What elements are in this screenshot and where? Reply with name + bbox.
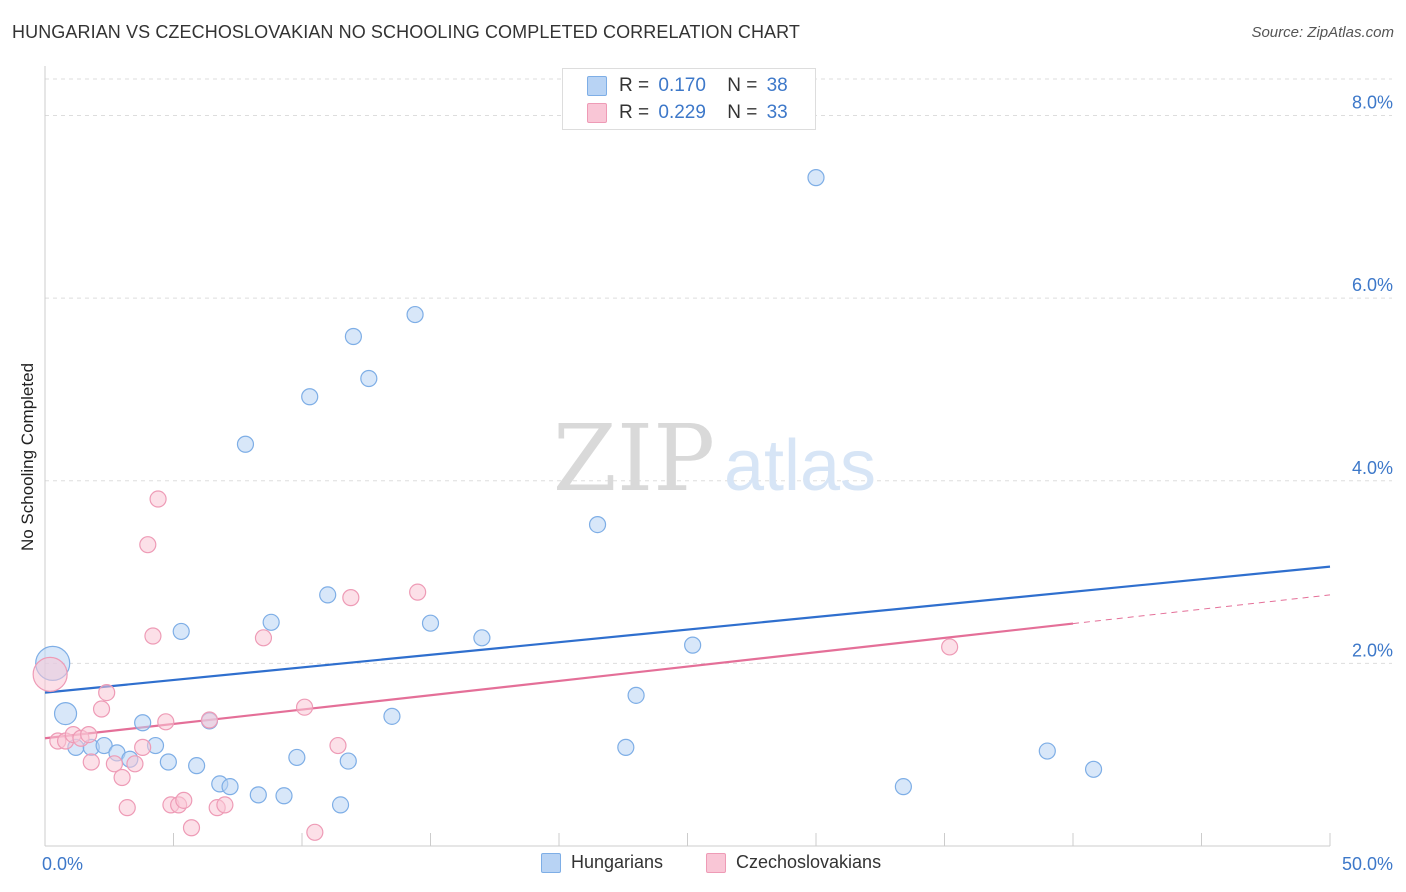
x-tick-label-min: 0.0% (42, 854, 83, 874)
gridlines (45, 78, 1392, 664)
czechoslovakian-point (98, 683, 116, 702)
hungarian-point (319, 586, 337, 604)
czechoslovakian-point (157, 713, 175, 731)
x-tick-label-max: 50.0% (1342, 854, 1393, 874)
r-value: 0.229 (658, 102, 706, 123)
axes (44, 66, 1331, 847)
czechoslovakian-point (409, 583, 427, 601)
axis-tick-labels: 2.0% 4.0% 6.0% 8.0% 0.0% 50.0% (42, 93, 1393, 874)
hungarian-point (172, 622, 190, 641)
czechoslovakian-point (342, 589, 360, 607)
legend-text-hungarians: R = 0.170 N = 38 (619, 75, 788, 97)
hungarian-point (331, 796, 350, 814)
czechoslovakian-point (329, 736, 347, 755)
watermark-zip: ZIP (553, 405, 715, 512)
czechoslovakian-point (82, 753, 100, 771)
czechoslovakian-point (254, 629, 273, 647)
hungarian-point (1038, 742, 1056, 760)
legend-swatch-pink (706, 852, 726, 873)
watermark: ZIP atlas (553, 405, 876, 512)
hungarian-point (134, 714, 152, 732)
czechoslovakian-point (118, 799, 136, 817)
chart-title: HUNGARIAN VS CZECHOSLOVAKIAN NO SCHOOLIN… (12, 22, 801, 42)
n-value: 33 (766, 102, 788, 123)
hungarian-point (53, 702, 78, 726)
series-legend: Hungarians Czechoslovakians (0, 852, 1406, 876)
czechoslovakian-point (92, 700, 111, 718)
hungarian-point (421, 614, 440, 632)
n-label: N = (727, 102, 758, 123)
hungarian-point (473, 629, 491, 647)
hungarian-point (383, 707, 401, 725)
hungarian-point (301, 388, 319, 406)
r-value: 0.170 (658, 75, 706, 96)
y-tick-label: 4.0% (1352, 458, 1393, 478)
czechoslovakian-point (32, 656, 68, 692)
hungarian-point (807, 169, 825, 187)
czechoslovakian-trend-extension (1072, 594, 1331, 625)
legend-swatch-blue (541, 852, 561, 873)
czechoslovakian-point (134, 738, 152, 756)
czechoslovakian-point (216, 796, 234, 814)
r-label: R = (619, 102, 650, 123)
hungarian-point (684, 636, 702, 654)
y-tick-label: 8.0% (1352, 93, 1393, 113)
hungarian-point (95, 736, 113, 755)
legend-label-czechoslovakians: Czechoslovakians (736, 852, 882, 872)
czechoslovakian-point (295, 698, 314, 716)
watermark-atlas: atlas (724, 426, 876, 506)
y-tick-label: 2.0% (1352, 640, 1393, 660)
czechoslovakian-point (200, 711, 219, 729)
legend-item-hungarians[interactable]: Hungarians (541, 852, 663, 873)
czechoslovakian-point (306, 823, 324, 841)
n-label: N = (727, 75, 758, 96)
hungarian-point (1084, 760, 1103, 778)
hungarian-point (159, 753, 177, 771)
source-label: Source: ZipAtlas.com (1251, 24, 1394, 41)
hungarian-point (339, 752, 357, 770)
hungarian-point (617, 738, 635, 756)
czechoslovakian-point (941, 638, 959, 656)
czechoslovakian-point (175, 791, 193, 809)
trend-lines (44, 565, 1331, 740)
czechoslovakian-point (139, 536, 157, 554)
czechoslovakian-trend-line (44, 622, 1074, 740)
hungarian-trend-line (44, 565, 1331, 694)
czechoslovakian-point (144, 627, 162, 645)
hungarian-point (221, 778, 239, 796)
data-points (32, 169, 1103, 841)
czechoslovakian-point (80, 726, 98, 744)
legend-text-czechoslovakians: R = 0.229 N = 33 (619, 102, 788, 124)
legend-swatch-blue (587, 76, 607, 96)
czechoslovakian-point (126, 755, 144, 773)
hungarian-point (275, 787, 293, 805)
hungarian-point (627, 686, 645, 704)
czechoslovakian-point (105, 755, 123, 773)
hungarian-point (894, 778, 912, 796)
legend-item-czechoslovakians[interactable]: Czechoslovakians (706, 852, 881, 873)
hungarian-point (188, 757, 206, 775)
legend-label-hungarians: Hungarians (571, 852, 664, 872)
hungarian-point (406, 305, 424, 324)
czechoslovakian-point (149, 490, 167, 508)
correlation-legend: R = 0.170 N = 38 R = 0.229 N = 33 (562, 68, 816, 130)
czechoslovakian-point (182, 819, 201, 837)
legend-swatch-pink (587, 103, 607, 123)
hungarian-point (236, 435, 255, 453)
hungarian-point (262, 613, 280, 631)
y-tick-label: 6.0% (1352, 275, 1393, 295)
hungarian-point (288, 748, 306, 767)
hungarian-point (249, 786, 267, 804)
hungarian-point (344, 327, 362, 346)
hungarian-point (588, 515, 607, 534)
r-label: R = (619, 75, 650, 96)
n-value: 38 (766, 75, 788, 96)
hungarian-point (360, 369, 378, 388)
czechoslovakian-point (113, 768, 131, 787)
